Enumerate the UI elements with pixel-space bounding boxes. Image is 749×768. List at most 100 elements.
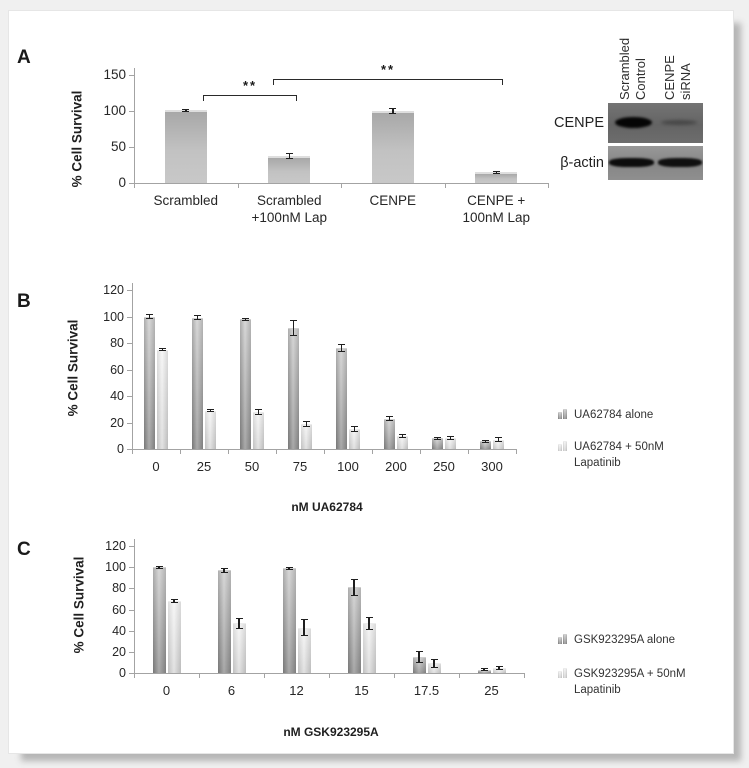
y-tick-label: 50 <box>110 139 126 154</box>
legend-label: UA62784 + 50nM Lapatinib <box>574 441 664 470</box>
error-bar-line <box>288 153 290 158</box>
legend-icon-bar <box>563 668 567 678</box>
legend-label: GSK923295A alone <box>574 634 676 646</box>
error-bar-line <box>340 345 343 352</box>
x-tick-mark <box>324 450 325 454</box>
category-label: Scrambled <box>153 193 219 208</box>
y-tick-label: 0 <box>119 666 126 680</box>
x-axis-title: nM GSK923295A <box>283 725 379 739</box>
error-bar-line <box>173 599 175 603</box>
significance-bracket <box>203 95 297 101</box>
y-tick-label: 80 <box>112 581 126 596</box>
bar <box>217 570 231 673</box>
y-tick-label: 60 <box>110 362 124 377</box>
legend-marker-icon <box>558 441 569 451</box>
x-tick-mark <box>548 184 549 188</box>
x-tick-mark <box>394 674 395 678</box>
error-bar <box>159 348 166 352</box>
y-tick-mark <box>129 111 134 112</box>
error-bar <box>303 420 310 428</box>
blot-row-label-cenpe: CENPE <box>554 115 604 131</box>
y-tick-mark <box>129 147 134 148</box>
error-bar-line <box>418 651 420 663</box>
error-bar-line <box>388 416 391 421</box>
blot-row-label-beta-actin: β-actin <box>560 155 604 171</box>
panel-a-label: A <box>17 47 31 68</box>
y-tick-mark <box>127 422 132 424</box>
y-tick-label: 20 <box>110 415 124 430</box>
y-tick-label: 20 <box>112 644 126 659</box>
error-bar <box>492 170 500 174</box>
error-bar-line <box>484 440 487 442</box>
blot-band-cenpe-faint <box>661 120 697 125</box>
x-axis-title: nM UA62784 <box>291 500 363 514</box>
y-axis <box>134 539 135 674</box>
cenpe-blot-image <box>608 103 703 143</box>
error-bar-line <box>497 438 500 442</box>
category-label: 25 <box>484 683 499 698</box>
error-bar <box>155 565 163 569</box>
bar <box>152 567 166 673</box>
legend-marker-icon <box>558 634 569 644</box>
legend-entry: GSK923295A + 50nM Lapatinib <box>558 666 696 698</box>
x-tick-mark <box>276 450 277 454</box>
bar <box>164 110 207 183</box>
bar <box>232 623 246 673</box>
error-bar-line <box>161 349 164 351</box>
y-tick-label: 40 <box>110 389 124 403</box>
category-label: 100 <box>337 459 359 474</box>
y-tick-label: 0 <box>117 442 124 456</box>
error-bar-line <box>158 566 160 568</box>
y-tick-mark <box>129 183 134 184</box>
error-bar-line <box>449 437 452 440</box>
y-tick-label: 0 <box>118 175 126 190</box>
error-bar <box>300 619 308 636</box>
bar <box>362 623 376 673</box>
error-bar <box>220 567 228 573</box>
legend-icon-bar <box>558 671 562 678</box>
error-bar <box>365 616 373 630</box>
blot-band-actin-right <box>658 158 702 167</box>
error-bar-line <box>196 316 199 320</box>
error-bar <box>146 313 153 320</box>
error-bar <box>285 566 293 570</box>
blot-band-actin-left <box>609 158 654 167</box>
error-bar-line <box>436 437 439 439</box>
error-bar-line <box>292 321 295 336</box>
category-label: 25 <box>196 459 212 474</box>
y-tick-mark <box>129 630 134 632</box>
y-axis <box>132 283 133 450</box>
y-tick-mark <box>129 673 134 674</box>
significance-label: ** <box>242 78 258 93</box>
x-axis <box>134 183 549 184</box>
figure-card: A B C 0 50 100 150 Scrambled Scrambled +100nM… <box>8 10 734 754</box>
error-bar <box>290 320 297 337</box>
error-bar-line <box>305 421 308 427</box>
error-bar <box>194 315 201 321</box>
error-bar-line <box>392 109 394 113</box>
x-tick-mark <box>134 184 135 188</box>
legend-label: GSK923295A + 50nM Lapatinib <box>574 668 686 697</box>
error-bar-line <box>223 568 225 572</box>
error-bar-line <box>498 666 500 669</box>
bar <box>167 601 181 673</box>
error-bar-line <box>185 109 187 111</box>
y-tick-label: 120 <box>103 283 124 297</box>
x-tick-mark <box>264 674 265 678</box>
category-label: Scrambled +100nM Lap <box>251 193 327 225</box>
error-bar <box>399 433 406 438</box>
legend-icon-bar <box>558 444 562 451</box>
y-tick-label: 120 <box>105 539 126 554</box>
y-tick-label: 40 <box>112 623 126 638</box>
blot-lane-label-cenpe-sirna: CENPE siRNA <box>662 55 693 100</box>
error-bar-line <box>433 660 435 667</box>
y-tick-mark <box>129 588 134 590</box>
error-bar <box>255 409 262 415</box>
y-tick-mark <box>127 449 132 450</box>
category-label: 17.5 <box>413 683 440 698</box>
category-label: 12 <box>289 683 304 698</box>
error-bar <box>430 659 438 668</box>
panel-a-chart: 0 50 100 150 Scrambled Scrambled +100nM Lap CE… <box>9 11 733 753</box>
error-bar-line <box>483 669 485 671</box>
